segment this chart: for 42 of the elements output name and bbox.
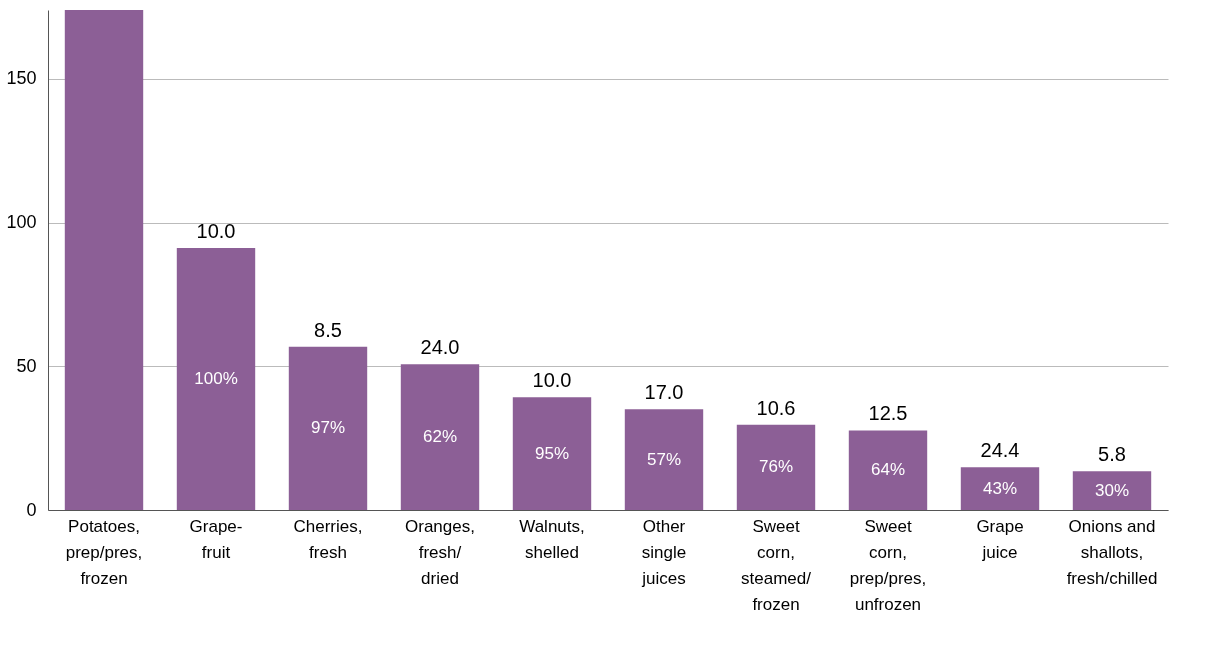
annotation: 95% — [534, 443, 570, 463]
bar — [176, 247, 256, 510]
annotation: 8.5 — [314, 318, 342, 341]
bar — [64, 10, 144, 510]
x-tick-label: Other single juices — [641, 516, 687, 588]
annotation: 10.0 — [532, 369, 572, 392]
bar — [400, 364, 480, 510]
bar — [624, 409, 704, 510]
annotation: 43% — [982, 478, 1018, 498]
annotation: 97% — [310, 418, 346, 438]
annotation: 5.8 — [1098, 443, 1126, 466]
annotation: 17.0 — [644, 381, 684, 404]
x-tick-label: Sweet corn, steamed/ frozen — [741, 516, 812, 614]
x-tick-label: Walnuts, shelled — [519, 516, 585, 562]
x-tick-label: Sweet corn, prep/pres, unfrozen — [849, 516, 927, 614]
bar — [1072, 471, 1152, 510]
annotation: 100% — [194, 368, 238, 388]
annotation: 62% — [422, 427, 458, 447]
y-tick-label: 100 — [6, 212, 37, 233]
y-tick-label: 150 — [6, 68, 37, 89]
bar — [848, 430, 928, 510]
x-tick-label: Cherries, fresh — [293, 516, 363, 562]
bar — [736, 424, 816, 510]
x-tick-label: Oranges, fresh/ dried — [405, 516, 475, 588]
annotation: 10.0 — [196, 219, 236, 242]
bar — [288, 346, 368, 510]
annotation: 76% — [758, 457, 794, 477]
annotation: 24.4 — [980, 439, 1020, 462]
x-tick-label: Grape- fruit — [189, 516, 243, 562]
x-tick-label: Grape juice — [976, 516, 1024, 562]
y-tick-label: 0 — [26, 499, 37, 520]
annotation: 30% — [1094, 480, 1130, 500]
annotation: 12.5 — [868, 402, 908, 425]
annotation: 57% — [646, 449, 682, 469]
bar — [960, 467, 1040, 510]
bar — [512, 397, 592, 510]
annotation: 64% — [870, 460, 906, 480]
annotation: 10.6 — [756, 396, 796, 419]
y-tick-label: 50 — [16, 355, 37, 376]
x-tick-label: Onions and shallots, fresh/chilled — [1066, 516, 1158, 588]
annotation: 24.0 — [420, 336, 460, 359]
x-tick-label: Potatoes, prep/pres, frozen — [65, 516, 143, 588]
